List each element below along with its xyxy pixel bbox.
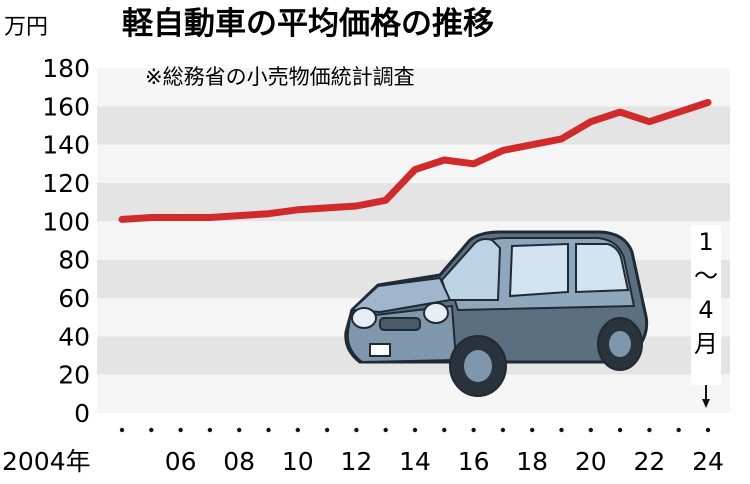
data-point	[529, 142, 535, 148]
annotation-1-4-months: 1 〜 4 月	[691, 225, 721, 408]
grid-band	[97, 374, 730, 413]
data-point	[441, 157, 447, 163]
data-point	[676, 109, 682, 115]
x-tick-dot	[588, 427, 593, 433]
y-tick-label: 180	[42, 54, 90, 83]
grid-band	[97, 144, 730, 183]
data-point	[207, 215, 213, 220]
y-tick-label: 160	[42, 92, 90, 121]
x-tick-label: 20	[575, 447, 607, 476]
x-tick-dot	[647, 427, 652, 433]
x-tick-label: 12	[340, 447, 372, 476]
data-point	[178, 215, 184, 220]
y-tick-label: 0	[74, 399, 90, 428]
grid-band	[97, 106, 730, 145]
y-axis-unit: 万円	[4, 15, 48, 40]
x-tick-label: 06	[165, 447, 197, 476]
x-tick-dot	[412, 427, 418, 433]
y-tick-label: 40	[58, 322, 90, 351]
annotation-background	[691, 225, 721, 385]
x-tick-dot	[442, 427, 447, 433]
data-point	[646, 119, 652, 125]
grid-band	[97, 68, 730, 107]
chart-title: 軽自動車の平均価格の推移	[122, 6, 494, 42]
annotation-char: 月	[694, 330, 718, 358]
data-point	[559, 136, 564, 142]
car-illustration	[344, 230, 649, 397]
x-tick-dot	[354, 427, 359, 433]
x-tick-dot	[266, 427, 271, 433]
y-tick-labels: 0 20 40 60 80 100 120 140 160 180	[42, 54, 90, 428]
x-tick-dot	[500, 427, 506, 433]
y-tick-label: 60	[58, 284, 90, 313]
y-tick-label: 20	[58, 361, 90, 390]
x-tick-label: 16	[458, 447, 490, 476]
y-tick-label: 140	[42, 131, 90, 160]
x-tick-dot	[324, 427, 330, 433]
data-point	[588, 119, 594, 125]
data-point	[383, 197, 389, 203]
series-points	[119, 100, 711, 222]
x-tick-dot	[119, 427, 125, 433]
x-tick-dot	[559, 427, 564, 433]
data-point	[353, 203, 359, 209]
x-tick-dot	[149, 427, 154, 433]
annotation-char: 4	[698, 296, 713, 324]
x-tick-label: 18	[516, 447, 548, 476]
x-tick-label: 08	[223, 447, 255, 476]
data-point	[500, 147, 506, 153]
annotation-char: 1	[698, 228, 713, 256]
x-tick-label: 10	[282, 447, 314, 476]
x-tick-dot	[178, 427, 183, 433]
data-point	[236, 213, 242, 219]
data-point	[119, 216, 125, 222]
data-point	[617, 109, 623, 115]
y-tick-label: 100	[42, 207, 90, 236]
x-tick-dots	[119, 427, 711, 433]
x-tick-label: 24	[692, 447, 724, 476]
x-tick-dot	[237, 427, 242, 433]
x-tick-label: 2004年	[2, 447, 91, 476]
y-tick-label: 80	[58, 246, 90, 275]
data-point	[412, 167, 418, 173]
x-tick-dot	[207, 427, 213, 433]
y-tick-label: 120	[42, 169, 90, 198]
data-point	[471, 161, 477, 167]
x-tick-dot	[676, 427, 681, 433]
x-tick-dot	[383, 427, 388, 433]
x-tick-label: 14	[399, 447, 431, 476]
data-point	[295, 207, 301, 213]
x-tick-label: 22	[633, 447, 665, 476]
x-tick-dot	[705, 427, 711, 433]
x-tick-dot	[471, 427, 476, 433]
data-point	[705, 100, 711, 105]
annotation-arrow-head	[702, 399, 710, 408]
x-tick-dot	[530, 427, 535, 433]
data-point	[266, 211, 271, 217]
data-point	[324, 205, 330, 211]
x-tick-dot	[617, 427, 623, 433]
x-tick-labels: 2004年 06 08 10 12 14 16 18 20 22 24	[2, 447, 724, 476]
chart-subtitle: ※総務省の小売物価統計調査	[145, 65, 415, 89]
annotation-char: 〜	[694, 262, 718, 290]
grid-band	[97, 221, 730, 260]
x-tick-dot	[295, 427, 300, 433]
data-point	[148, 215, 154, 220]
